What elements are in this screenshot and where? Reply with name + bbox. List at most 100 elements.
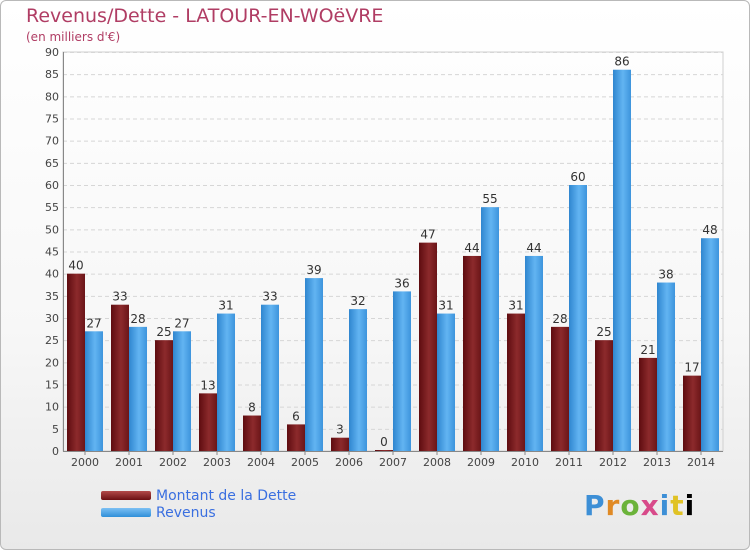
data-label: 38	[658, 268, 673, 282]
bar-debt	[67, 273, 85, 451]
x-tick-label: 2003	[203, 456, 231, 469]
chart-subtitle: (en milliers d'€)	[26, 30, 121, 44]
x-tick-label: 2013	[643, 456, 671, 469]
y-tick-label: 45	[45, 246, 59, 259]
y-tick-label: 85	[45, 68, 59, 81]
bar-debt	[595, 340, 613, 451]
data-label: 27	[86, 316, 101, 330]
x-tick-label: 2002	[159, 456, 187, 469]
bar-revenue	[349, 309, 367, 451]
bar-debt	[419, 242, 437, 451]
data-label: 86	[614, 55, 629, 69]
data-label: 31	[508, 299, 523, 313]
bar-revenue	[657, 282, 675, 451]
x-tick-label: 2000	[71, 456, 99, 469]
data-label: 33	[112, 290, 127, 304]
y-tick-label: 30	[45, 312, 59, 325]
bar-debt	[331, 437, 349, 451]
bar-debt	[199, 393, 217, 451]
x-tick-label: 2007	[379, 456, 407, 469]
data-label: 33	[262, 290, 277, 304]
y-tick-label: 90	[45, 46, 59, 59]
bar-debt	[507, 313, 525, 451]
y-tick-label: 10	[45, 401, 59, 414]
bar-debt	[375, 450, 393, 451]
y-tick-label: 0	[52, 445, 59, 458]
bar-debt	[639, 357, 657, 451]
data-label: 39	[306, 263, 321, 277]
data-label: 36	[394, 276, 409, 290]
data-label: 47	[420, 228, 435, 242]
y-tick-label: 35	[45, 290, 59, 303]
data-label: 28	[552, 312, 567, 326]
data-label: 48	[702, 223, 717, 237]
legend-label-debt: Montant de la Dette	[156, 488, 297, 504]
bar-debt	[243, 415, 261, 451]
bar-revenue	[613, 69, 631, 451]
x-tick-label: 2010	[511, 456, 539, 469]
bar-debt	[155, 340, 173, 451]
bar-debt	[463, 255, 481, 451]
y-tick-label: 5	[52, 423, 59, 436]
x-tick-label: 2005	[291, 456, 319, 469]
data-label: 6	[292, 409, 300, 423]
x-tick-label: 2004	[247, 456, 275, 469]
data-label: 32	[350, 294, 365, 308]
data-label: 21	[640, 343, 655, 357]
data-label: 3	[336, 423, 344, 437]
bar-revenue	[173, 331, 191, 451]
y-tick-label: 55	[45, 201, 59, 214]
legend-swatch-revenue	[101, 508, 151, 517]
x-tick-label: 2001	[115, 456, 143, 469]
data-label: 25	[596, 325, 611, 339]
bar-debt	[683, 375, 701, 451]
y-tick-label: 75	[45, 113, 59, 126]
y-tick-label: 80	[45, 90, 59, 103]
bar-revenue	[481, 207, 499, 451]
data-label: 13	[200, 378, 215, 392]
bar-revenue	[437, 313, 455, 451]
data-label: 27	[174, 316, 189, 330]
bar-revenue	[261, 304, 279, 451]
proxiti-logo: Proxiti	[584, 489, 696, 522]
bar-revenue	[85, 331, 103, 451]
x-tick-label: 2006	[335, 456, 363, 469]
y-tick-label: 20	[45, 356, 59, 369]
data-label: 31	[218, 299, 233, 313]
bar-revenue	[525, 255, 543, 451]
y-tick-label: 25	[45, 334, 59, 347]
bar-debt	[287, 424, 305, 451]
data-label: 40	[68, 259, 83, 273]
data-label: 60	[570, 170, 585, 184]
bar-revenue	[217, 313, 235, 451]
y-tick-label: 65	[45, 157, 59, 170]
data-label: 31	[438, 299, 453, 313]
bar-revenue	[129, 326, 147, 451]
x-tick-label: 2012	[599, 456, 627, 469]
x-tick-label: 2008	[423, 456, 451, 469]
y-tick-label: 70	[45, 135, 59, 148]
x-tick-label: 2011	[555, 456, 583, 469]
data-label: 28	[130, 312, 145, 326]
data-label: 0	[380, 435, 388, 449]
bar-revenue	[393, 291, 411, 451]
y-tick-label: 50	[45, 223, 59, 236]
bar-revenue	[569, 185, 587, 451]
data-label: 55	[482, 192, 497, 206]
legend-swatch-debt	[101, 491, 151, 500]
chart-title: Revenus/Dette - LATOUR-EN-WOëVRE	[26, 5, 384, 27]
data-label: 25	[156, 325, 171, 339]
bar-debt	[551, 326, 569, 451]
data-label: 44	[526, 241, 541, 255]
bar-debt	[111, 304, 129, 451]
data-label: 44	[464, 241, 479, 255]
bar-revenue	[305, 278, 323, 451]
y-tick-label: 60	[45, 179, 59, 192]
x-tick-label: 2009	[467, 456, 495, 469]
x-tick-label: 2014	[687, 456, 715, 469]
y-tick-label: 15	[45, 379, 59, 392]
legend-label-revenue: Revenus	[156, 505, 216, 521]
data-label: 8	[248, 401, 256, 415]
